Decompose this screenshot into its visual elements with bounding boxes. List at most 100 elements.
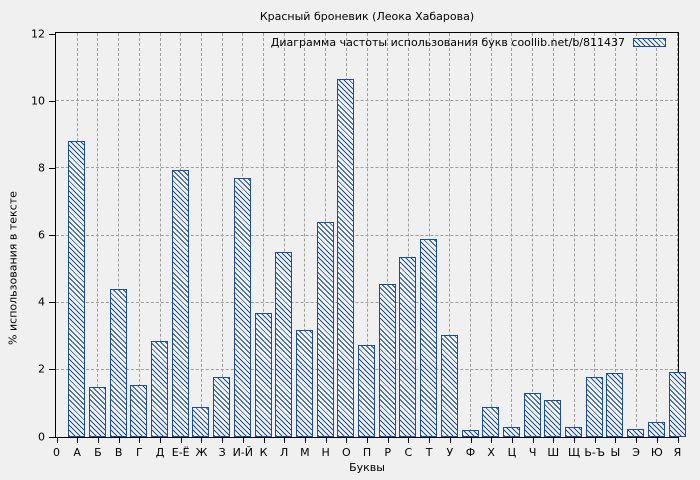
bar-Ф — [461, 430, 479, 437]
v-gridline — [614, 33, 616, 437]
v-gridline — [283, 33, 285, 437]
bar-Г — [130, 384, 148, 437]
v-gridline — [221, 33, 223, 437]
x-tick-label-Ю: Ю — [650, 446, 663, 459]
x-tick-label-Х: Х — [487, 446, 495, 459]
x-tick-mark — [677, 438, 679, 443]
v-gridline — [159, 33, 161, 437]
x-tick-mark — [594, 438, 596, 443]
x-tick-label-Б: Б — [94, 446, 102, 459]
y-tick-mark — [49, 369, 55, 371]
x-tick-mark — [222, 438, 224, 443]
x-tick-mark — [263, 438, 265, 443]
x-tick-label-И-Й: И-Й — [232, 446, 254, 459]
bar-Л — [275, 252, 293, 437]
bar-А — [68, 141, 86, 437]
bar-Н — [316, 222, 334, 437]
x-tick-mark — [532, 438, 534, 443]
bar-И-Й — [233, 178, 251, 437]
x-tick-label-З: З — [218, 446, 226, 459]
x-tick-mark — [574, 438, 575, 443]
v-gridline — [656, 33, 658, 437]
y-axis-label: % использования в тексте — [6, 191, 20, 345]
bar-Э — [627, 428, 645, 437]
bar-П — [358, 344, 375, 437]
x-tick-label-Э: Э — [632, 446, 640, 459]
y-tick-label: 12 — [31, 27, 45, 40]
bar-Ц — [502, 426, 520, 437]
bar-Ы — [606, 373, 624, 437]
y-tick-mark — [49, 235, 55, 236]
bar-Ш — [544, 400, 562, 437]
v-gridline — [387, 33, 389, 437]
legend-swatch-hatched-bar-icon — [633, 38, 666, 47]
bar-Е-Ё — [171, 170, 189, 437]
v-gridline — [118, 33, 120, 437]
x-tick-label-0: 0 — [53, 446, 60, 459]
x-tick-mark — [449, 438, 451, 443]
x-tick-mark — [491, 438, 493, 443]
x-tick-label-С: С — [404, 446, 413, 459]
v-gridline — [594, 33, 596, 437]
v-gridline — [263, 33, 264, 437]
x-tick-mark — [656, 438, 658, 443]
bar-Ч — [523, 393, 541, 437]
x-tick-label-П: П — [362, 446, 372, 459]
v-gridline — [573, 33, 575, 437]
x-tick-label-К: К — [259, 446, 268, 459]
legend-label: Диаграмма частоты использования букв coo… — [270, 36, 625, 49]
v-gridline — [138, 33, 140, 437]
y-tick-mark — [49, 100, 55, 102]
x-tick-mark — [367, 438, 368, 443]
x-tick-mark — [615, 438, 617, 443]
x-tick-mark — [636, 438, 638, 443]
y-tick-mark — [49, 33, 55, 35]
bar-У — [440, 334, 458, 437]
x-tick-mark — [77, 438, 79, 443]
y-tick-label: 2 — [38, 362, 45, 376]
v-gridline — [366, 33, 368, 437]
y-tick-label: 4 — [38, 295, 45, 309]
x-tick-label-Д: Д — [155, 446, 165, 459]
x-tick-mark — [97, 438, 99, 443]
v-gridline — [304, 33, 306, 437]
x-tick-label-Ф: Ф — [465, 446, 476, 459]
y-tick-label: 6 — [38, 228, 45, 242]
x-tick-mark — [118, 438, 120, 443]
x-tick-mark — [160, 438, 161, 443]
y-tick-mark — [49, 436, 55, 438]
x-tick-mark — [346, 438, 348, 443]
v-gridline — [552, 33, 554, 437]
bar-Ь-Ъ — [585, 376, 603, 437]
v-gridline — [677, 33, 678, 437]
x-tick-label-Ц: Ц — [507, 446, 517, 459]
chart-title: Красный броневик (Леока Хабарова) — [259, 10, 475, 23]
bar-Х — [482, 406, 500, 437]
x-tick-mark — [180, 438, 182, 443]
bar-М — [295, 329, 313, 437]
bar-Ж — [192, 406, 210, 437]
x-tick-mark — [325, 438, 327, 443]
x-tick-mark — [242, 438, 244, 443]
bar-К — [254, 312, 272, 437]
y-tick-mark — [49, 302, 55, 304]
plot-area: Диаграмма частоты использования букв coo… — [55, 32, 686, 438]
x-tick-mark — [139, 438, 141, 443]
x-tick-label-В: В — [114, 446, 123, 459]
bar-Д — [151, 341, 168, 437]
x-tick-label-Я: Я — [673, 446, 682, 459]
bar-Т — [420, 238, 438, 437]
x-tick-label-Ь-Ъ: Ь-Ъ — [584, 446, 606, 459]
y-tick-label: 8 — [38, 161, 45, 175]
x-tick-label-Ч: Ч — [528, 446, 537, 459]
v-gridline — [200, 33, 202, 437]
x-tick-mark — [304, 438, 306, 443]
x-tick-label-М: М — [300, 446, 310, 459]
x-tick-mark — [56, 438, 58, 443]
x-tick-label-О: О — [341, 446, 351, 459]
x-tick-mark — [511, 438, 513, 443]
x-tick-label-Г: Г — [135, 446, 143, 459]
x-tick-label-Т: Т — [425, 446, 433, 459]
bar-В — [109, 289, 127, 437]
x-tick-label-Н: Н — [321, 446, 330, 459]
